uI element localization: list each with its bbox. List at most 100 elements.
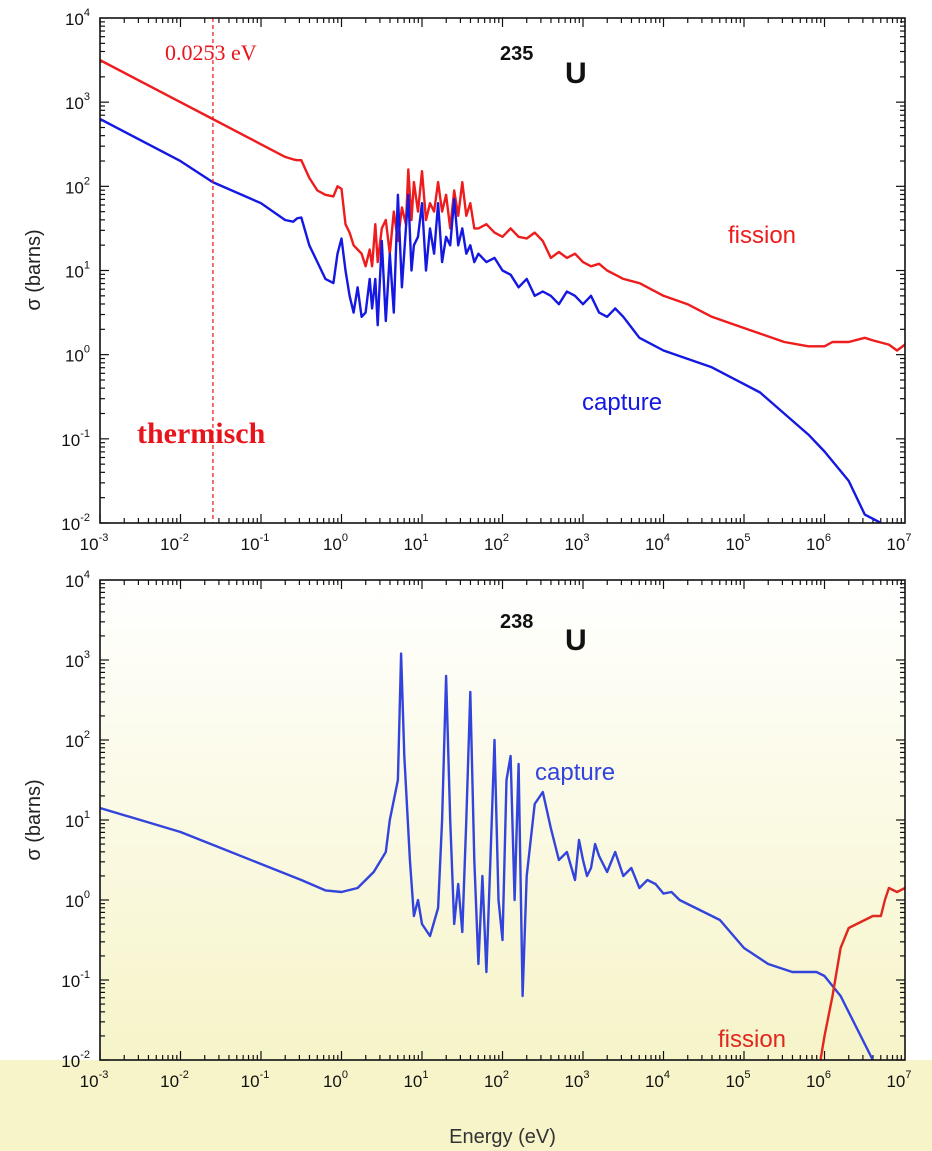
u235-cross-section-chart: 10-3 10-2 10-1 100 101 102 103 104 105 106 10710-2… — [23, 7, 912, 554]
x-tick-exponent: 6 — [825, 532, 831, 544]
x-tick-base: 10 — [886, 535, 905, 554]
y-tick-base: 10 — [61, 972, 80, 991]
x-tick-base: 10 — [484, 535, 503, 554]
x-tick-exponent: 2 — [503, 1069, 509, 1081]
x-tick-base: 10 — [806, 535, 825, 554]
plot-frame — [99, 579, 906, 1061]
x-tick-exponent: 0 — [342, 532, 348, 544]
y-tick-label: 100 — [65, 889, 90, 911]
x-tick-exponent: -2 — [179, 1069, 189, 1081]
axis-ticks — [99, 580, 905, 1061]
x-tick-exponent: 2 — [503, 532, 509, 544]
x-tick-exponent: 5 — [744, 532, 750, 544]
x-tick-exponent: -2 — [179, 532, 189, 544]
x-tick-base: 10 — [241, 1072, 260, 1091]
x-tick-label: 103 — [564, 1069, 589, 1091]
y-tick-base: 10 — [65, 94, 84, 113]
y-tick-base: 10 — [61, 1052, 80, 1071]
y-tick-label: 104 — [65, 569, 90, 591]
y-tick-base: 10 — [65, 263, 84, 282]
y-tick-base: 10 — [65, 732, 84, 751]
y-tick-exponent: -1 — [80, 969, 90, 981]
x-tick-label: 105 — [725, 532, 750, 554]
y-axis-label: σ (barns) — [23, 779, 45, 860]
x-tick-exponent: 4 — [664, 532, 670, 544]
x-tick-label: 102 — [484, 532, 509, 554]
thermal-label: thermisch — [137, 417, 266, 450]
series-group — [100, 59, 905, 523]
y-tick-label: 10-2 — [61, 1049, 90, 1071]
y-tick-exponent: 3 — [84, 91, 90, 103]
x-tick-base: 10 — [160, 535, 179, 554]
series-group — [100, 652, 905, 1060]
x-tick-label: 103 — [564, 532, 589, 554]
plot-frame — [99, 17, 906, 524]
x-tick-label: 10-3 — [80, 532, 109, 554]
isotope-symbol: U — [565, 624, 587, 657]
x-tick-label: 10-2 — [160, 532, 189, 554]
x-tick-base: 10 — [241, 535, 260, 554]
x-tick-exponent: 6 — [825, 1069, 831, 1081]
y-tick-base: 10 — [65, 812, 84, 831]
u238-cross-section-chart: 10-3 10-2 10-1 100 101 102 103 104 105 106 10710-2… — [0, 569, 932, 1151]
x-tick-exponent: -3 — [99, 532, 109, 544]
x-tick-label: 10-2 — [160, 1069, 189, 1091]
thermal-energy-value: 0.0253 eV — [165, 40, 257, 65]
x-tick-base: 10 — [806, 1072, 825, 1091]
x-tick-exponent: 4 — [664, 1069, 670, 1081]
x-tick-exponent: -1 — [260, 1069, 270, 1081]
x-tick-base: 10 — [645, 535, 664, 554]
y-tick-label: 10-1 — [61, 428, 90, 450]
y-tick-label: 10-1 — [61, 969, 90, 991]
y-tick-label: 104 — [65, 7, 90, 29]
y-tick-label: 100 — [65, 344, 90, 366]
x-tick-label: 105 — [725, 1069, 750, 1091]
y-tick-label: 101 — [65, 809, 90, 831]
x-tick-exponent: 1 — [422, 1069, 428, 1081]
series-label-capture: capture — [535, 759, 615, 786]
x-tick-label: 10-1 — [241, 1069, 270, 1091]
y-tick-label: 102 — [65, 175, 90, 197]
x-tick-exponent: 3 — [583, 532, 589, 544]
x-tick-label: 107 — [886, 532, 911, 554]
series-line-capture — [100, 117, 882, 523]
x-tick-exponent: 5 — [744, 1069, 750, 1081]
y-tick-exponent: -2 — [80, 1049, 90, 1061]
y-tick-label: 103 — [65, 91, 90, 113]
isotope-mass-number: 235 — [500, 43, 533, 65]
y-tick-label: 10-2 — [61, 512, 90, 534]
x-tick-base: 10 — [725, 535, 744, 554]
y-tick-base: 10 — [61, 515, 80, 534]
y-tick-exponent: 1 — [84, 260, 90, 272]
series-line-capture — [100, 652, 874, 1060]
x-tick-base: 10 — [323, 535, 342, 554]
x-tick-label: 100 — [323, 532, 348, 554]
y-tick-base: 10 — [61, 431, 80, 450]
x-tick-label: 10-1 — [241, 532, 270, 554]
x-tick-label: 104 — [645, 1069, 670, 1091]
x-tick-base: 10 — [403, 535, 422, 554]
figure-lower-background — [0, 1060, 932, 1151]
x-tick-base: 10 — [725, 1072, 744, 1091]
y-tick-label: 101 — [65, 260, 90, 282]
x-tick-label: 102 — [484, 1069, 509, 1091]
x-tick-exponent: 3 — [583, 1069, 589, 1081]
isotope-mass-number: 238 — [500, 611, 533, 633]
x-tick-exponent: 0 — [342, 1069, 348, 1081]
x-tick-base: 10 — [160, 1072, 179, 1091]
series-label-capture: capture — [582, 389, 662, 416]
series-label-fission: fission — [718, 1026, 786, 1053]
series-label-fission: fission — [728, 222, 796, 249]
plot-area — [100, 580, 905, 1060]
y-tick-exponent: -2 — [80, 512, 90, 524]
x-tick-base: 10 — [323, 1072, 342, 1091]
y-tick-base: 10 — [65, 572, 84, 591]
x-tick-label: 101 — [403, 1069, 428, 1091]
x-tick-base: 10 — [886, 1072, 905, 1091]
y-tick-exponent: 2 — [84, 175, 90, 187]
y-tick-label: 102 — [65, 729, 90, 751]
x-tick-base: 10 — [484, 1072, 503, 1091]
x-tick-exponent: -3 — [99, 1069, 109, 1081]
y-axis-label: σ (barns) — [23, 229, 45, 310]
x-tick-label: 107 — [886, 1069, 911, 1091]
